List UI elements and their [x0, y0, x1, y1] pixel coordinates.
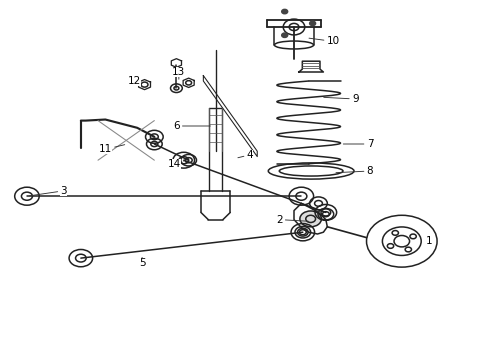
Text: 10: 10: [309, 36, 340, 46]
Text: 3: 3: [30, 186, 67, 196]
Text: 4: 4: [238, 150, 253, 160]
Text: 12: 12: [128, 76, 142, 86]
Circle shape: [282, 9, 288, 14]
Text: 9: 9: [324, 94, 359, 104]
Circle shape: [282, 33, 288, 37]
Text: 8: 8: [336, 166, 373, 176]
Text: 1: 1: [425, 236, 432, 246]
Text: 13: 13: [172, 67, 186, 79]
Text: 6: 6: [173, 121, 210, 131]
Text: 5: 5: [139, 257, 146, 268]
Text: 11: 11: [98, 144, 124, 154]
Circle shape: [300, 211, 321, 227]
Text: 7: 7: [343, 139, 373, 149]
Text: 14: 14: [167, 159, 184, 169]
Circle shape: [310, 21, 316, 26]
Text: 2: 2: [276, 215, 308, 225]
